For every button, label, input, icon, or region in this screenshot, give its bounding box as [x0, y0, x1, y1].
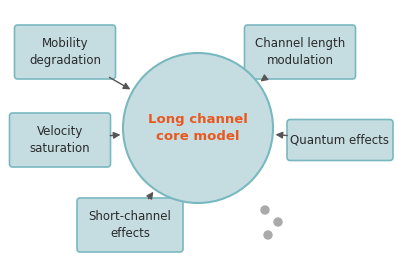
Circle shape	[123, 53, 273, 203]
Text: Channel length
modulation: Channel length modulation	[255, 37, 345, 67]
Circle shape	[261, 206, 269, 214]
FancyBboxPatch shape	[244, 25, 356, 79]
Circle shape	[264, 231, 272, 239]
FancyBboxPatch shape	[77, 198, 183, 252]
Circle shape	[274, 218, 282, 226]
Text: Quantum effects: Quantum effects	[291, 134, 390, 147]
Text: Long channel
core model: Long channel core model	[148, 112, 248, 143]
Text: Mobility
degradation: Mobility degradation	[29, 37, 101, 67]
Text: Short-channel
effects: Short-channel effects	[89, 210, 171, 240]
FancyBboxPatch shape	[15, 25, 116, 79]
Text: Velocity
saturation: Velocity saturation	[30, 125, 90, 155]
FancyBboxPatch shape	[10, 113, 110, 167]
FancyBboxPatch shape	[287, 120, 393, 160]
